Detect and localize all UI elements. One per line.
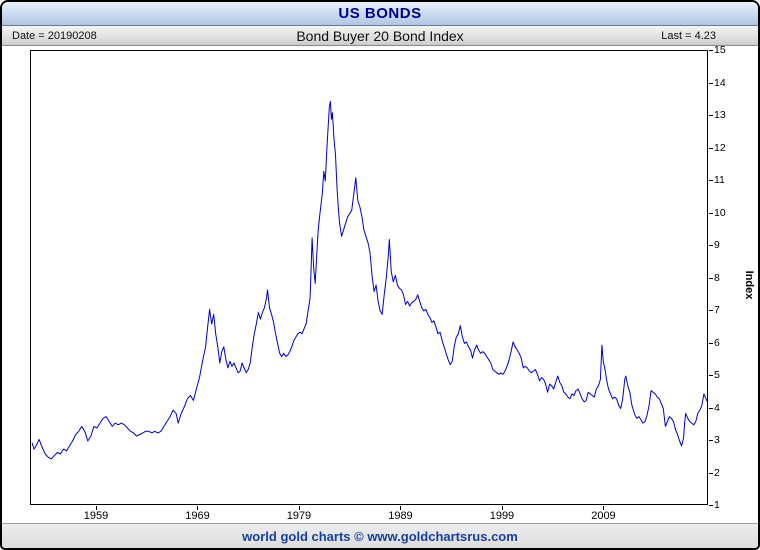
y-axis-tick-mark [709,277,713,279]
y-axis-tick-mark [709,245,713,246]
y-axis-tick-label: 3 [714,434,720,446]
y-axis-tick-label: 4 [714,401,720,414]
y-axis-tick-label: 15 [714,44,726,56]
y-axis-tick-label: 2 [714,466,720,479]
y-axis-tick-mark [709,212,713,214]
x-axis-tick-mark [197,506,199,510]
x-axis-tick-label: 1989 [388,510,413,522]
chart-region: Index 1 2 3 4 5 6 7 8 9 10 11 12 13 14 15 1959 1969 1979 1… [2,44,758,523]
y-axis-tick-label: 1 [714,499,720,511]
y-axis-tick-mark [709,115,713,116]
y-axis-tick-label: 14 [714,76,726,89]
last-value-label: Last = 4.23 [661,29,716,42]
y-axis-tick-mark [709,82,713,84]
y-axis-tick-mark [709,342,713,344]
y-axis-tick-mark [709,472,713,474]
y-axis-tick-mark [709,50,713,51]
y-axis-tick-mark [709,375,713,376]
x-axis-tick-mark [603,506,605,510]
x-axis-tick-label: 1959 [83,510,109,522]
y-axis-tick-mark [709,505,713,506]
y-axis-tick-mark [709,147,713,149]
x-axis-tick-label: 2009 [591,510,616,522]
bond-yield-line [31,100,708,460]
y-axis-tick-label: 5 [714,369,720,381]
y-axis-tick-label: 6 [714,336,720,349]
x-axis-tick-mark [400,506,402,510]
footer-credit: world gold charts © www.goldchartsrus.co… [242,528,518,544]
y-axis-tick-mark [709,407,713,409]
y-axis-tick-mark [709,180,713,181]
plot-area[interactable] [30,50,708,505]
date-label: Date = 20190208 [12,29,97,42]
y-axis-tick-label: 12 [714,141,726,154]
y-axis-tick-label: 11 [714,174,725,186]
x-axis-tick-mark [298,506,300,510]
x-axis-tick-mark [501,506,503,510]
footer-bar: world gold charts © www.goldchartsrus.co… [2,523,758,548]
y-axis-tick-mark [709,310,713,311]
y-axis-tick-label: 7 [714,304,720,316]
page-title: US BONDS [338,5,422,22]
x-axis-tick-mark [95,506,97,510]
bond-index-plot [31,100,708,460]
header-bar: US BONDS [2,2,758,26]
y-axis-tick-label: 13 [714,109,726,121]
y-axis-tick-label: 10 [714,206,726,219]
subheader-bar: Date = 20190208 Bond Buyer 20 Bond Index… [2,26,758,46]
x-axis-tick-label: 1969 [185,510,210,522]
y-axis-tick-label: 8 [714,271,720,284]
y-axis-tick-label: 9 [714,239,720,251]
chart-title: Bond Buyer 20 Bond Index [296,27,464,44]
y-axis-tick-mark [709,440,713,441]
y-axis-title: Index [743,270,755,299]
x-axis-tick-label: 1979 [286,510,312,522]
x-axis-tick-label: 1999 [489,510,515,522]
